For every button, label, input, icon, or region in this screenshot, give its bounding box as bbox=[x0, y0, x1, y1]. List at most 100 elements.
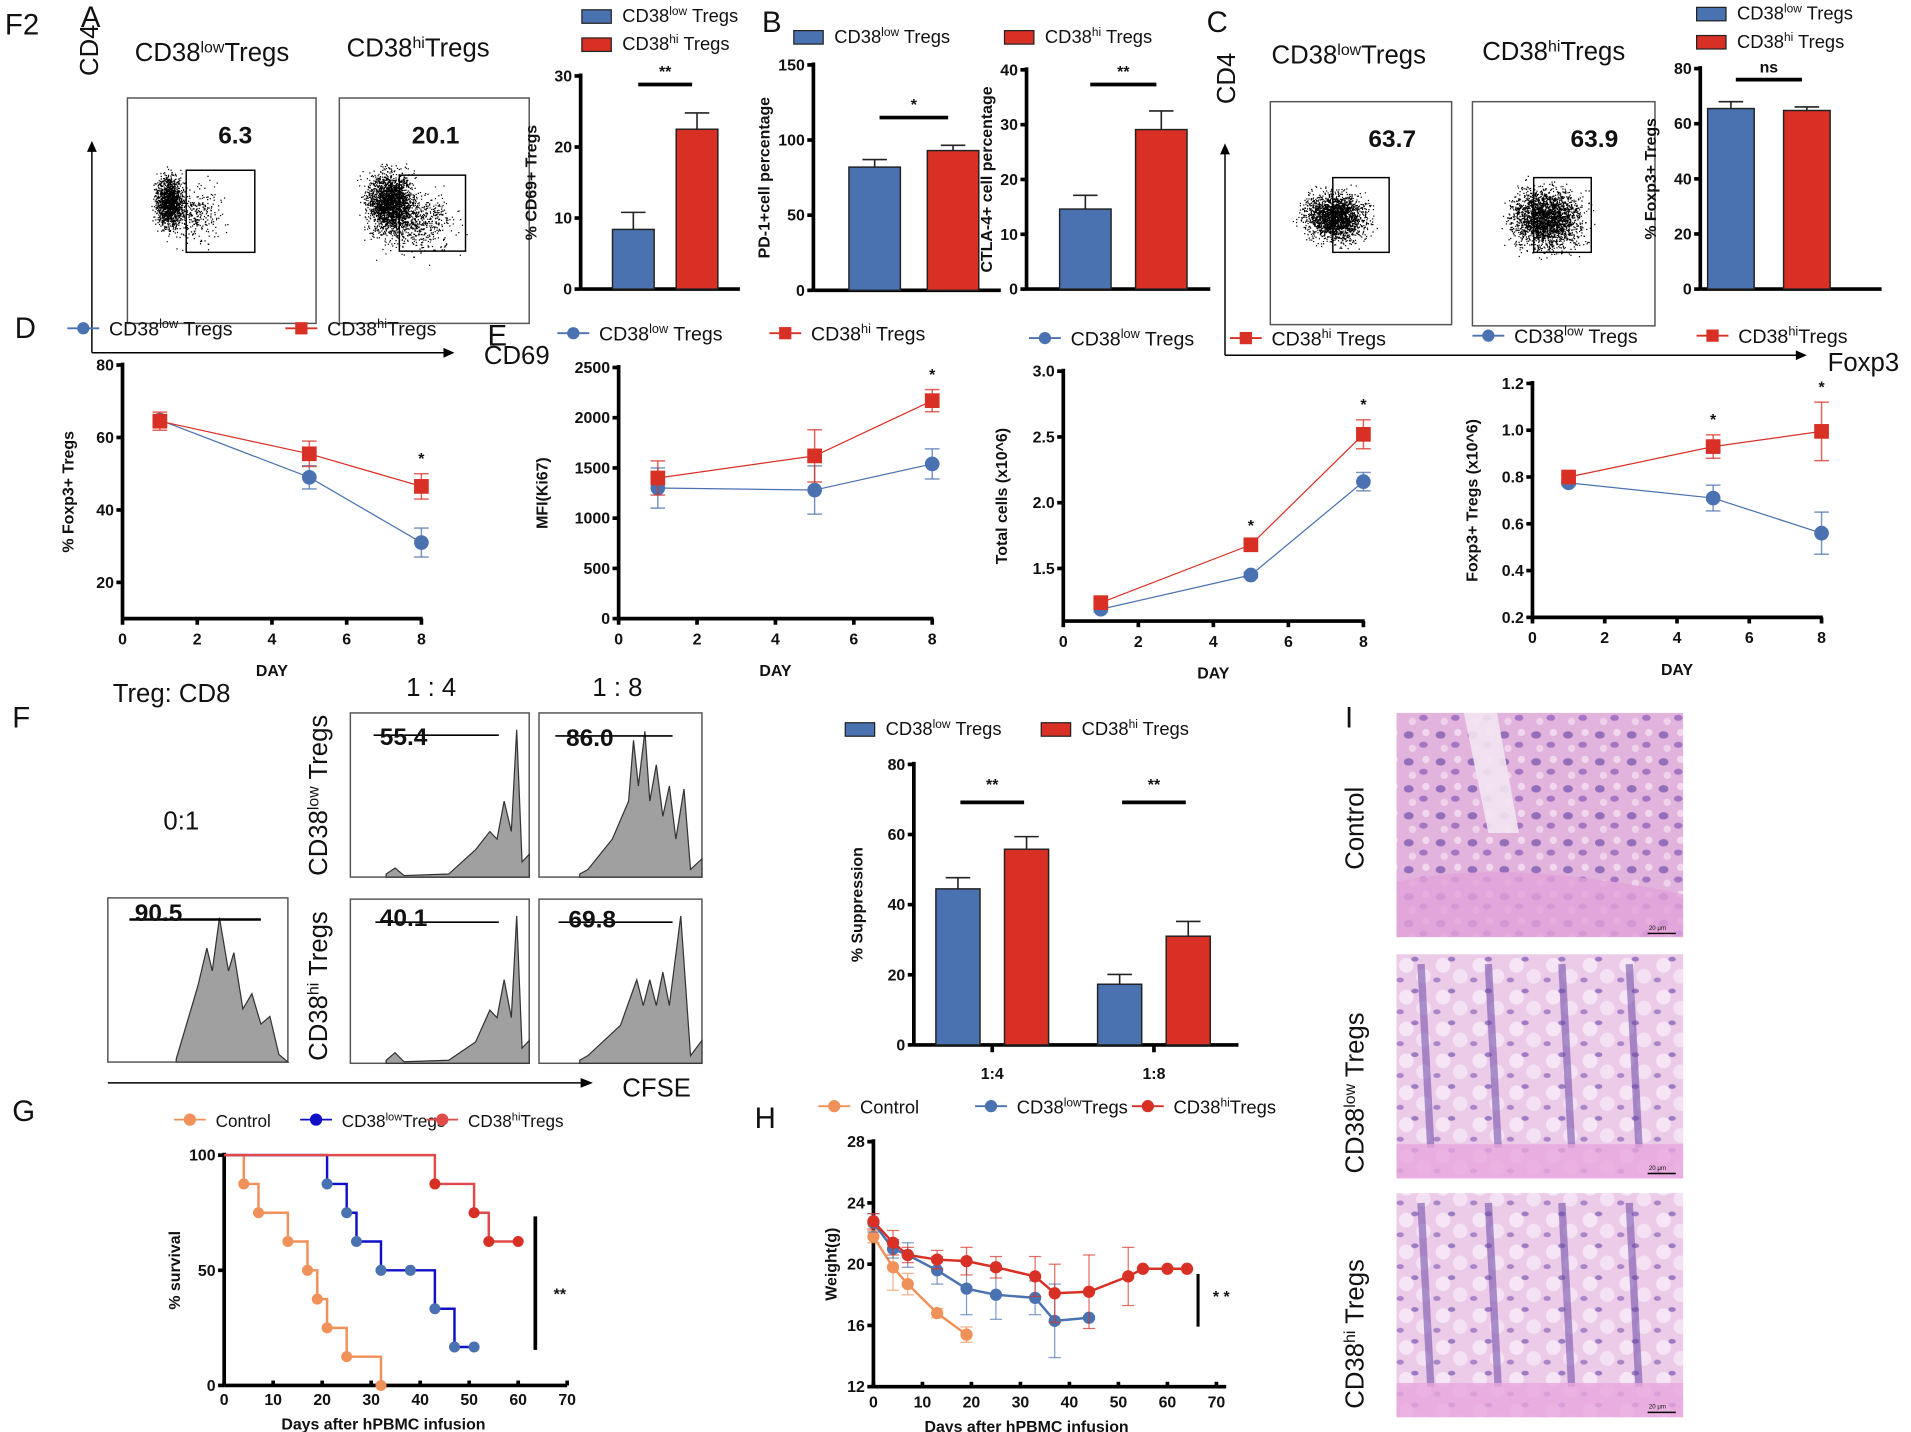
row-label-hi: CD38hi Tregs bbox=[305, 911, 333, 1061]
y-tick-label: 20 bbox=[554, 140, 572, 157]
y-tick-label: 0.6 bbox=[1502, 516, 1524, 533]
submucosa bbox=[1396, 1144, 1684, 1179]
legend-marker bbox=[309, 1113, 323, 1126]
censor-point bbox=[468, 1341, 480, 1353]
scale-bar-label: 20 μm bbox=[1649, 1165, 1666, 1172]
legend-swatch bbox=[581, 37, 612, 53]
histogram-value: 86.0 bbox=[566, 725, 614, 752]
x-axis-label: Days after hPBMC infusion bbox=[924, 1419, 1128, 1432]
y-axis-label: % CD69+ Tregs bbox=[524, 125, 541, 241]
significance-label: * bbox=[929, 367, 936, 384]
x-tick-label: 8 bbox=[928, 631, 937, 648]
histogram-curve bbox=[579, 731, 703, 878]
histogram-value: 69.8 bbox=[568, 906, 616, 933]
data-point bbox=[1243, 537, 1259, 553]
legend-swatch bbox=[793, 30, 824, 45]
y-tick-label: 0 bbox=[1683, 282, 1692, 299]
events bbox=[1292, 184, 1378, 250]
significance-label: ns bbox=[1760, 59, 1779, 76]
legend-label: CD38hi Tregs bbox=[1737, 30, 1844, 52]
data-point bbox=[867, 1215, 880, 1228]
x-tick-label: 50 bbox=[1110, 1395, 1128, 1412]
y-tick-label: 0 bbox=[207, 1378, 216, 1395]
arrow-head-icon bbox=[86, 140, 97, 152]
x-tick-label: 0 bbox=[1059, 634, 1068, 651]
scale-bar-label: 20 μm bbox=[1649, 1404, 1666, 1411]
events bbox=[161, 175, 229, 252]
significance-label: ** bbox=[1117, 64, 1130, 81]
row-label-low: CD38low Tregs bbox=[1341, 1012, 1369, 1173]
data-point bbox=[807, 448, 822, 464]
legend-label: CD38hi Tregs bbox=[1272, 326, 1387, 350]
y-tick-label: 1.2 bbox=[1502, 376, 1524, 393]
legend-label: CD38lowTregs bbox=[1017, 1096, 1128, 1118]
dot-plot-events bbox=[1501, 175, 1596, 260]
flow-title-low: CD38lowTregs bbox=[1272, 42, 1426, 70]
censor-point bbox=[512, 1236, 524, 1248]
data-point bbox=[886, 1236, 900, 1249]
x-tick-label: 4 bbox=[1673, 630, 1682, 647]
series-line bbox=[1100, 481, 1364, 610]
data-point bbox=[1356, 426, 1371, 442]
data-point bbox=[924, 393, 940, 408]
y-tick-label: 20 bbox=[847, 1257, 865, 1274]
x-tick-label: 70 bbox=[1208, 1395, 1226, 1412]
x-tick-label: 1:8 bbox=[1142, 1066, 1165, 1083]
x-tick-label: 10 bbox=[264, 1392, 282, 1409]
arrow-head-icon bbox=[580, 1077, 593, 1088]
x-tick-label: 60 bbox=[509, 1392, 527, 1409]
panel-label-h: H bbox=[755, 1102, 776, 1135]
legend-marker bbox=[984, 1100, 998, 1113]
data-point bbox=[1122, 1270, 1135, 1283]
x-tick-label: 0 bbox=[614, 631, 623, 648]
data-point bbox=[1814, 525, 1829, 541]
data-point bbox=[414, 535, 429, 550]
chart-foxp3-bar: CD38low Tregs CD38hi Tregs 0 20 40 60 80 % Foxp… bbox=[1643, 2, 1882, 299]
y-axis-label: PD-1+cell percentage bbox=[756, 97, 773, 258]
data-point bbox=[989, 1261, 1003, 1274]
data-point bbox=[1136, 1262, 1150, 1275]
baseline-ratio-label: 0:1 bbox=[163, 807, 199, 835]
dot-plot-frame bbox=[1471, 100, 1656, 327]
censor-point bbox=[429, 1178, 441, 1190]
legend-label: Control bbox=[860, 1097, 919, 1118]
legend-marker bbox=[77, 322, 90, 335]
legend-label: CD38hi Tregs bbox=[622, 32, 729, 54]
data-point bbox=[1561, 469, 1576, 485]
panel-label-i: I bbox=[1345, 702, 1353, 735]
y-tick-label: 1.0 bbox=[1502, 423, 1524, 440]
censor-point bbox=[341, 1207, 353, 1219]
chart-suppression-bar: CD38low Tregs CD38hi Tregs 0 20 40 60 80 % Supp… bbox=[844, 717, 1239, 1083]
x-axis-label: DAY bbox=[1661, 662, 1694, 679]
data-point bbox=[301, 446, 317, 462]
legend-swatch bbox=[1695, 34, 1727, 50]
censor-point bbox=[448, 1341, 460, 1353]
data-point bbox=[960, 1328, 973, 1341]
flow-title-hi: CD38hiTregs bbox=[1482, 38, 1625, 66]
histogram-curve bbox=[175, 917, 290, 1063]
x-tick-label: 30 bbox=[1012, 1395, 1030, 1412]
y-tick-label: 30 bbox=[554, 68, 572, 85]
data-point bbox=[924, 456, 940, 472]
y-tick-label: 2000 bbox=[575, 410, 611, 427]
data-point bbox=[1356, 474, 1371, 489]
data-point bbox=[807, 482, 822, 498]
x-tick-label: 30 bbox=[362, 1392, 380, 1409]
panel-f-histograms: Treg: CD8 1 : 4 1 : 8 0:1 CD38low Tregs … bbox=[107, 674, 703, 1102]
chart-total-cells-time: CD38low Tregs CD38hi Tregs 1.5 2.0 2.5 3.0 Tot… bbox=[994, 326, 1386, 683]
legend-marker bbox=[436, 1113, 449, 1126]
series-line bbox=[1568, 430, 1822, 478]
data-point bbox=[867, 1230, 880, 1243]
events bbox=[364, 179, 468, 266]
y-axis-label: CTLA-4+ cell percentage bbox=[979, 86, 996, 272]
significance-label: * * bbox=[1213, 1289, 1231, 1306]
y-tick-label: 0.2 bbox=[1502, 610, 1524, 627]
y-tick-label: 40 bbox=[1000, 62, 1018, 79]
x-tick-label: 4 bbox=[268, 631, 277, 648]
legend-marker bbox=[567, 327, 580, 340]
x-axis-label: DAY bbox=[1197, 666, 1230, 683]
crypt-wall bbox=[1484, 1202, 1502, 1387]
series-line bbox=[159, 420, 422, 487]
y-tick-label: 0 bbox=[1009, 282, 1018, 299]
